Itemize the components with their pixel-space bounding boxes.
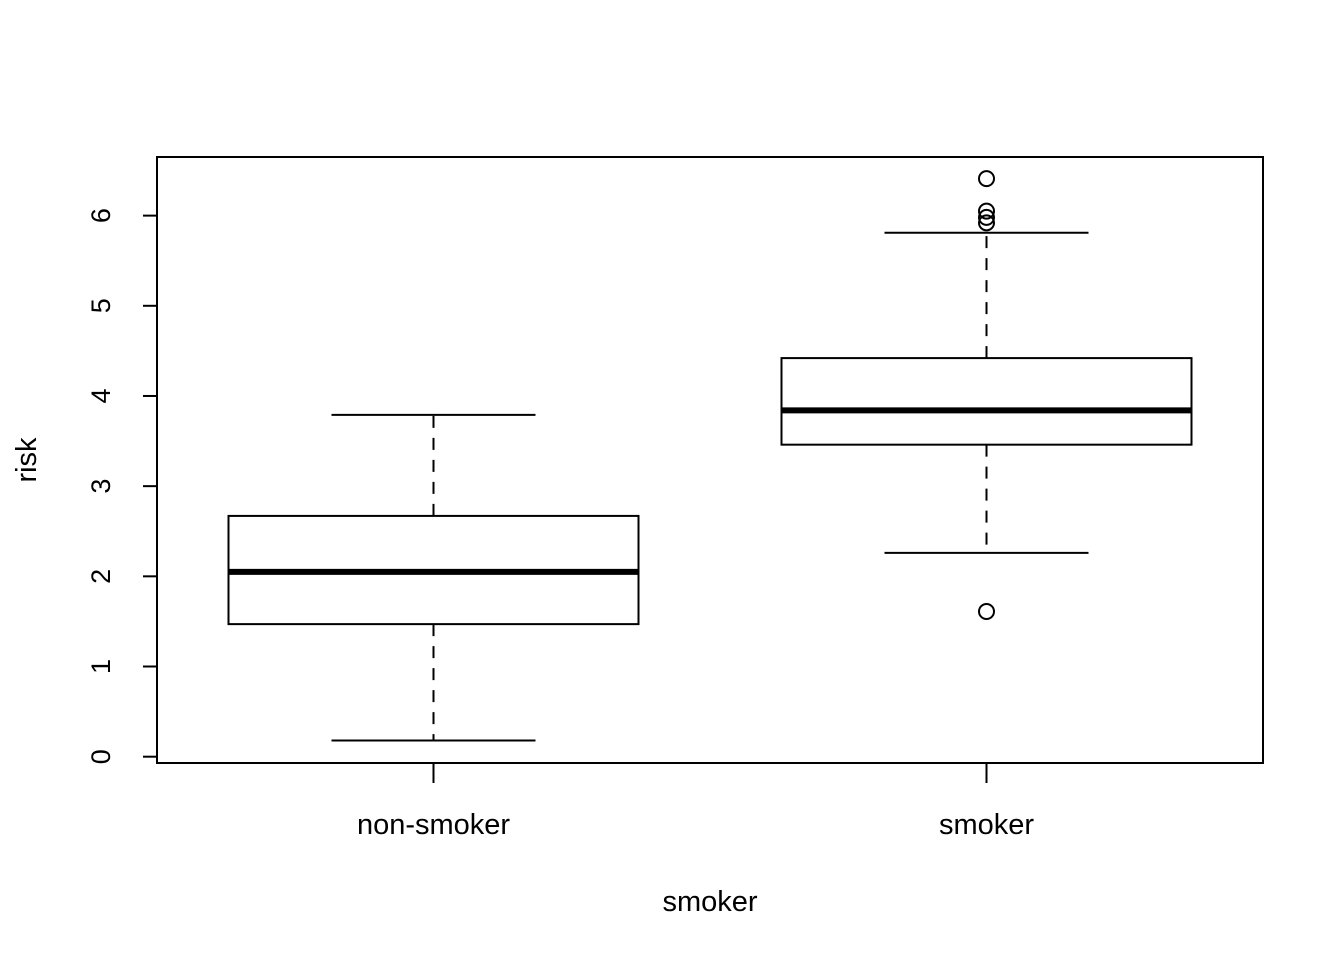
y-tick-label: 5	[86, 298, 116, 313]
plot-frame	[156, 156, 1264, 764]
x-tick-label: smoker	[939, 809, 1034, 841]
box-group	[227, 413, 640, 742]
x-tick-label: non-smoker	[357, 809, 510, 841]
outlier-point	[978, 170, 995, 188]
outlier-point	[978, 603, 995, 620]
outlier-point	[978, 202, 995, 220]
y-tick-label: 4	[86, 388, 116, 403]
iqr-box	[780, 357, 1193, 446]
y-tick-label: 3	[86, 479, 116, 494]
x-axis: non-smoker smoker	[357, 763, 1034, 841]
x-axis-label: smoker	[662, 886, 757, 918]
y-tick-label: 6	[86, 208, 116, 223]
boxes-layer	[227, 170, 1193, 742]
y-tick-label: 0	[86, 749, 116, 764]
box-group	[780, 170, 1193, 620]
y-tick-label: 1	[86, 659, 116, 674]
y-axis: 0 1 2 3 4 5 6	[86, 208, 157, 764]
outlier-point	[978, 214, 995, 232]
outlier-point	[978, 208, 995, 226]
y-axis-label: risk	[11, 437, 43, 483]
y-tick-label: 2	[86, 569, 116, 584]
